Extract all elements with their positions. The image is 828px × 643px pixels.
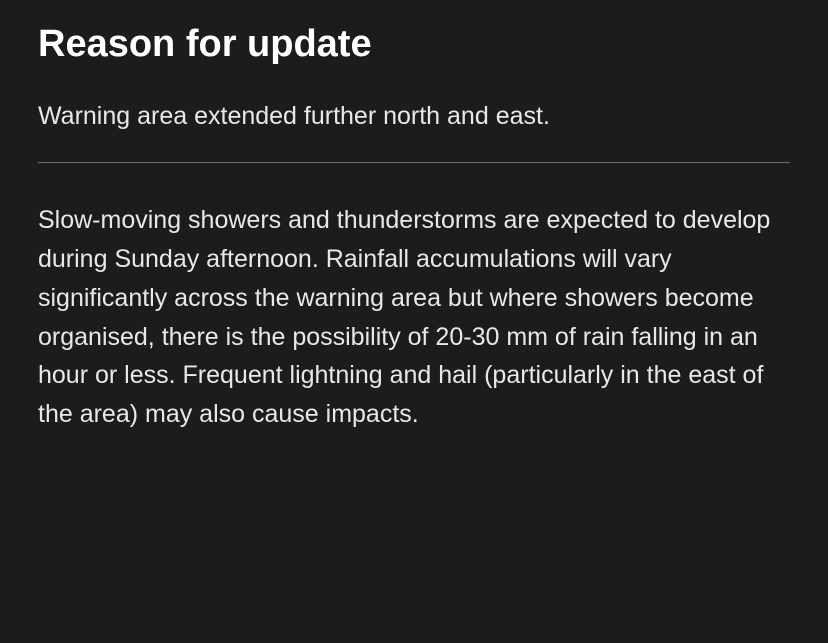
update-heading: Reason for update <box>38 20 790 69</box>
update-summary: Warning area extended further north and … <box>38 99 790 134</box>
update-body: Slow-moving showers and thunderstorms ar… <box>38 201 790 434</box>
section-divider <box>38 162 790 163</box>
